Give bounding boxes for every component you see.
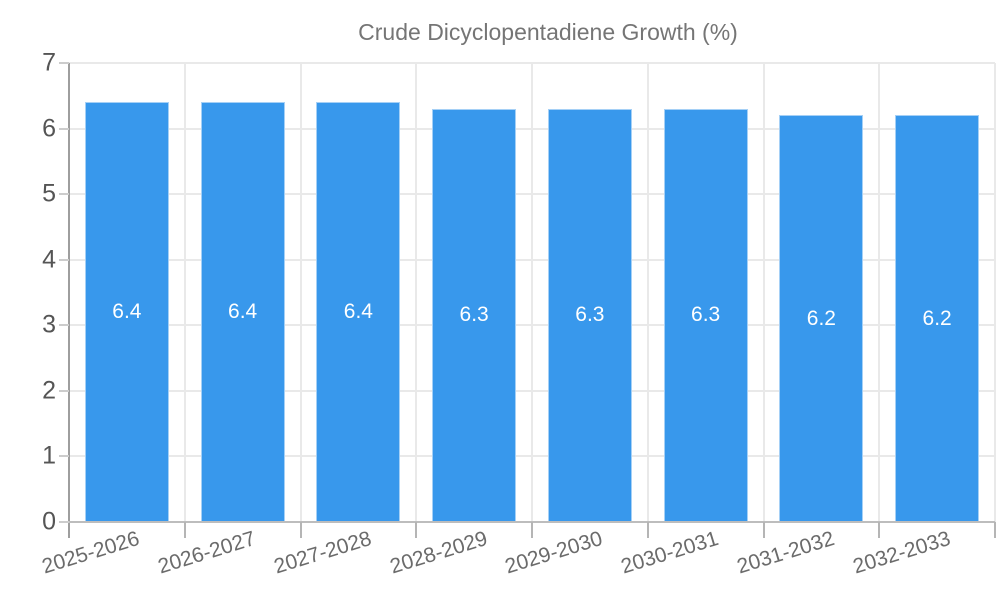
x-tick-label: 2026-2027 (155, 527, 259, 579)
plot-area: 6.4 6.4 6.4 6.3 6.3 6.3 6.2 6.2 (69, 62, 996, 522)
x-tick-mark (531, 522, 533, 538)
bar[interactable] (547, 108, 632, 522)
y-tick-label: 7 (42, 48, 56, 77)
x-tick-mark (299, 522, 302, 538)
x-tick-label: 2031-2032 (734, 527, 838, 579)
y-tick-mark (59, 324, 69, 327)
y-tick-mark (59, 258, 69, 261)
y-tick-mark (59, 62, 69, 64)
y-tick-label: 4 (42, 245, 56, 274)
y-tick-label: 3 (42, 310, 56, 339)
y-tick-mark (59, 127, 69, 130)
x-tick-label: 2029-2030 (502, 527, 606, 579)
bar[interactable] (779, 115, 864, 522)
bar[interactable] (200, 102, 285, 522)
y-tick-label: 5 (42, 179, 56, 208)
y-tick-label: 6 (42, 114, 56, 143)
gridline-vertical (415, 63, 418, 522)
bar[interactable] (316, 102, 401, 522)
x-tick-label: 2027-2028 (271, 527, 375, 579)
x-tick-mark (646, 522, 649, 538)
gridline-vertical (994, 63, 996, 522)
y-tick-label: 0 (42, 507, 56, 536)
x-tick-label: 2028-2029 (387, 527, 490, 579)
y-tick-mark (59, 389, 69, 392)
x-tick-label: 2032-2033 (850, 527, 953, 579)
legend: Crude Dicyclopentadiene Growth (%) (0, 14, 1000, 50)
gridline-vertical (531, 63, 533, 522)
x-tick-mark (878, 522, 881, 538)
bar[interactable] (432, 108, 517, 522)
gridline-vertical (646, 63, 649, 522)
x-tick-mark (762, 522, 765, 538)
gridline-vertical (299, 63, 302, 522)
bar[interactable] (895, 115, 980, 522)
y-tick-label: 2 (42, 376, 56, 405)
x-axis-line (59, 521, 995, 523)
x-tick-mark (415, 522, 418, 538)
y-tick-mark (59, 455, 69, 458)
x-tick-mark (994, 522, 996, 538)
x-tick-label: 2030-2031 (618, 527, 722, 579)
gridline-vertical (762, 63, 765, 522)
y-axis-line (68, 63, 70, 538)
bar[interactable] (84, 102, 169, 522)
y-tick-mark (59, 521, 69, 523)
gridline-vertical (878, 63, 881, 522)
legend-label[interactable]: Crude Dicyclopentadiene Growth (%) (358, 18, 738, 45)
bar[interactable] (663, 108, 748, 522)
legend-swatch-icon (262, 19, 344, 45)
y-tick-mark (59, 193, 69, 196)
y-tick-label: 1 (42, 441, 56, 470)
x-tick-mark (183, 522, 186, 538)
gridline-vertical (183, 63, 186, 522)
